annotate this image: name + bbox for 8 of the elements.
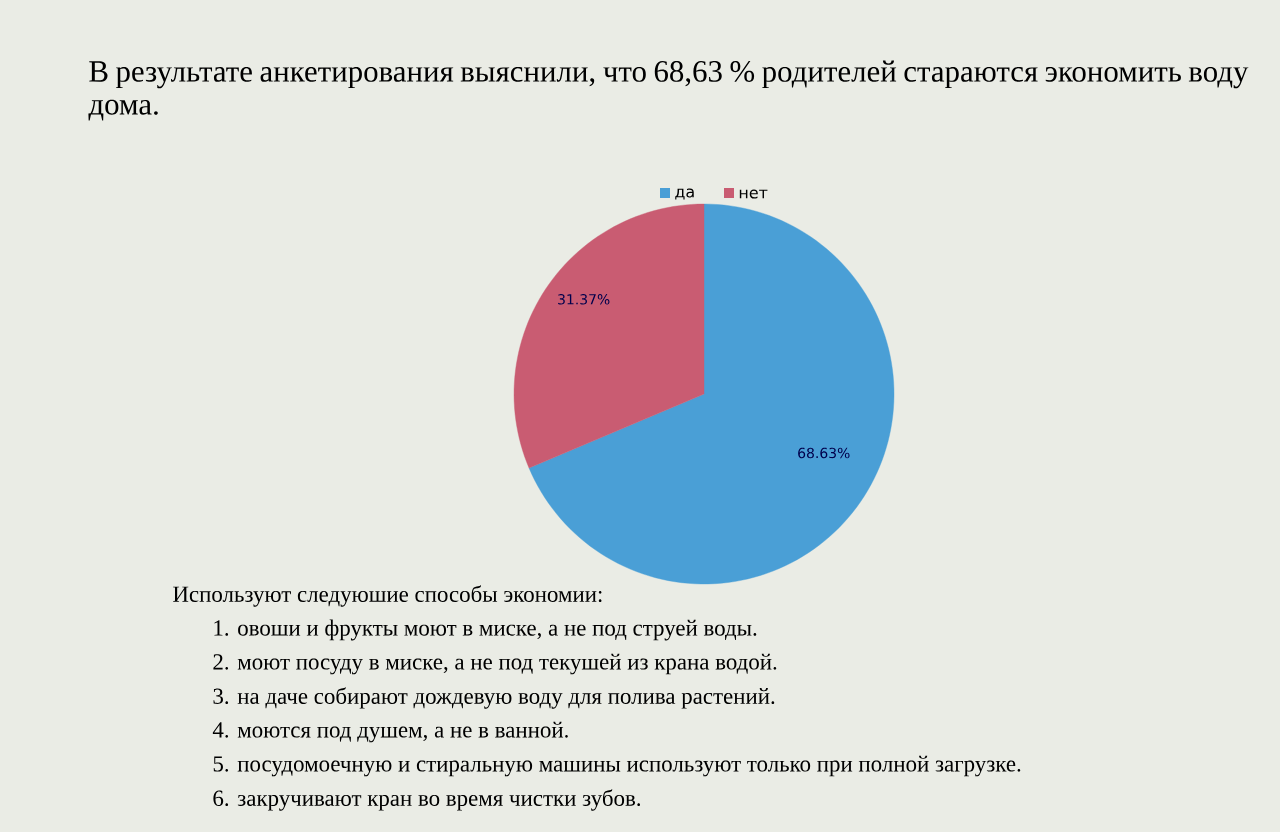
text: 4. моются под душем, а не в ванной. — [212, 721, 568, 743]
text: 6. закручивают кран во время чистки зубов. — [213, 789, 641, 811]
chart-title: В результате анкетирования выяснили, что 68,63 % родителей стараются экономить воду дома. — [88, 60, 1249, 121]
text: 1. овоши и фрукты моют в миске, а не под струей воды. — [214, 619, 757, 641]
text: 3. на даче собирают дождевую воду для полива растений. — [213, 687, 775, 709]
text: 2. моют посуду в миске, а не под текушей из крана водой. — [213, 653, 777, 675]
text: Используют следуюшие способы экономии: — [173, 585, 602, 607]
text: 5. посудомоечную и стиральную машины используют только при полной загрузке. — [213, 755, 1021, 777]
